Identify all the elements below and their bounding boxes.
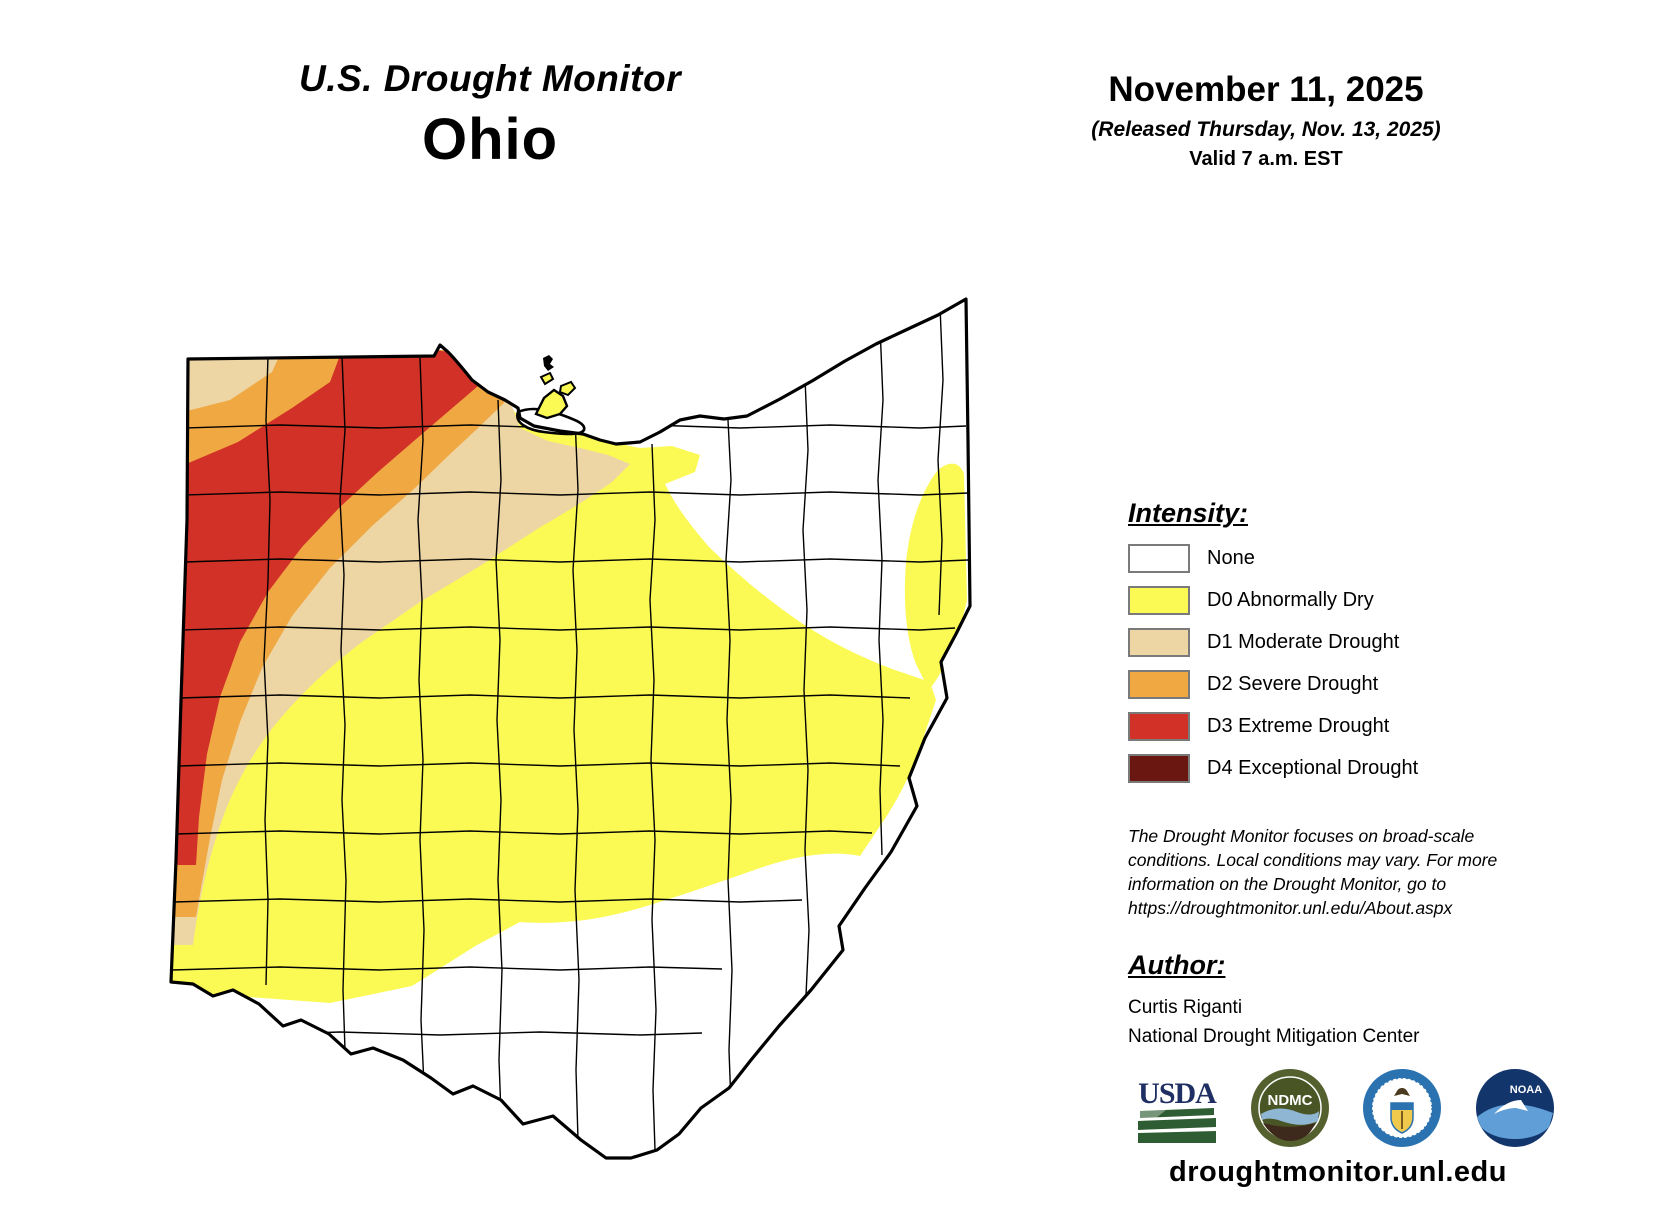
legend-item-d1: D1 Moderate Drought [1128,627,1558,657]
svg-text:USDA: USDA [1138,1077,1217,1110]
legend-label: None [1207,546,1255,569]
disclaimer-line: https://droughtmonitor.unl.edu/About.asp… [1128,898,1453,919]
county-lines [171,305,969,1151]
state-border [169,297,972,1160]
disclaimer-line: The Drought Monitor focuses on broad-sca… [1128,826,1475,846]
intensity-legend: Intensity: None D0 Abnormally Dry D1 Mod… [1128,498,1558,795]
d4-swatch [1128,753,1190,783]
legend-item-d2: D2 Severe Drought [1128,669,1558,699]
island-icon [539,371,555,386]
legend-heading: Intensity: [1128,498,1249,528]
disclaimer-line: information on the Drought Monitor, go t… [1128,874,1447,895]
legend-label: D0 Abnormally Dry [1207,588,1374,611]
ohio-map-svg [169,297,972,1160]
svg-text:NOAA: NOAA [1510,1084,1542,1096]
d2-swatch [1128,669,1190,699]
legend-item-d3: D3 Extreme Drought [1128,711,1558,741]
svg-text:NDMC: NDMC [1267,1092,1312,1109]
disclaimer-text: The Drought Monitor focuses on broad-sca… [1128,824,1548,921]
island-icon [543,355,554,371]
legend-label: D2 Severe Drought [1207,672,1379,695]
author-name: Curtis Riganti [1128,997,1243,1018]
d0-swatch [1128,585,1190,615]
map-date: November 11, 2025 [1108,70,1424,109]
island-icon [558,380,577,397]
d3-swatch [1128,711,1190,741]
footer-url: droughtmonitor.unl.edu [1168,1156,1507,1188]
doc-seal-icon [1363,1069,1442,1147]
state-title: Ohio [421,107,559,172]
author-block: Author: Curtis Riganti National Drought … [1128,950,1558,1048]
legend-item-d4: D4 Exceptional Drought [1128,753,1558,783]
legend-label: D4 Exceptional Drought [1207,756,1419,779]
peninsula [534,388,569,420]
release-date: (Released Thursday, Nov. 13, 2025) [1091,118,1441,141]
disclaimer-line: conditions. Local conditions may vary. F… [1128,850,1498,871]
legend-item-none: None [1128,543,1558,573]
map-region-d3 [171,350,478,865]
legend-label: D1 Moderate Drought [1207,630,1400,653]
ndmc-logo-icon: NDMC [1250,1069,1329,1147]
map-region-d0-east [904,463,967,690]
legend-item-d0: D0 Abnormally Dry [1128,585,1558,615]
author-org: National Drought Mitigation Center [1128,1026,1420,1047]
usda-logo-icon: USDA [1138,1077,1218,1143]
valid-time: Valid 7 a.m. EST [1189,148,1343,170]
none-swatch [1128,543,1190,573]
d1-swatch [1128,627,1190,657]
author-heading: Author: [1128,950,1226,980]
title-block: U.S. Drought Monitor Ohio [230,58,750,173]
noaa-logo-icon: NOAA [1475,1069,1554,1147]
logo-row: USDA NDMC NOAA [1136,1066,1556,1150]
page-title: U.S. Drought Monitor [299,58,681,99]
ohio-drought-map [150,262,980,1172]
date-block: November 11, 2025 (Released Thursday, No… [1010,70,1522,171]
legend-label: D3 Extreme Drought [1207,714,1390,737]
